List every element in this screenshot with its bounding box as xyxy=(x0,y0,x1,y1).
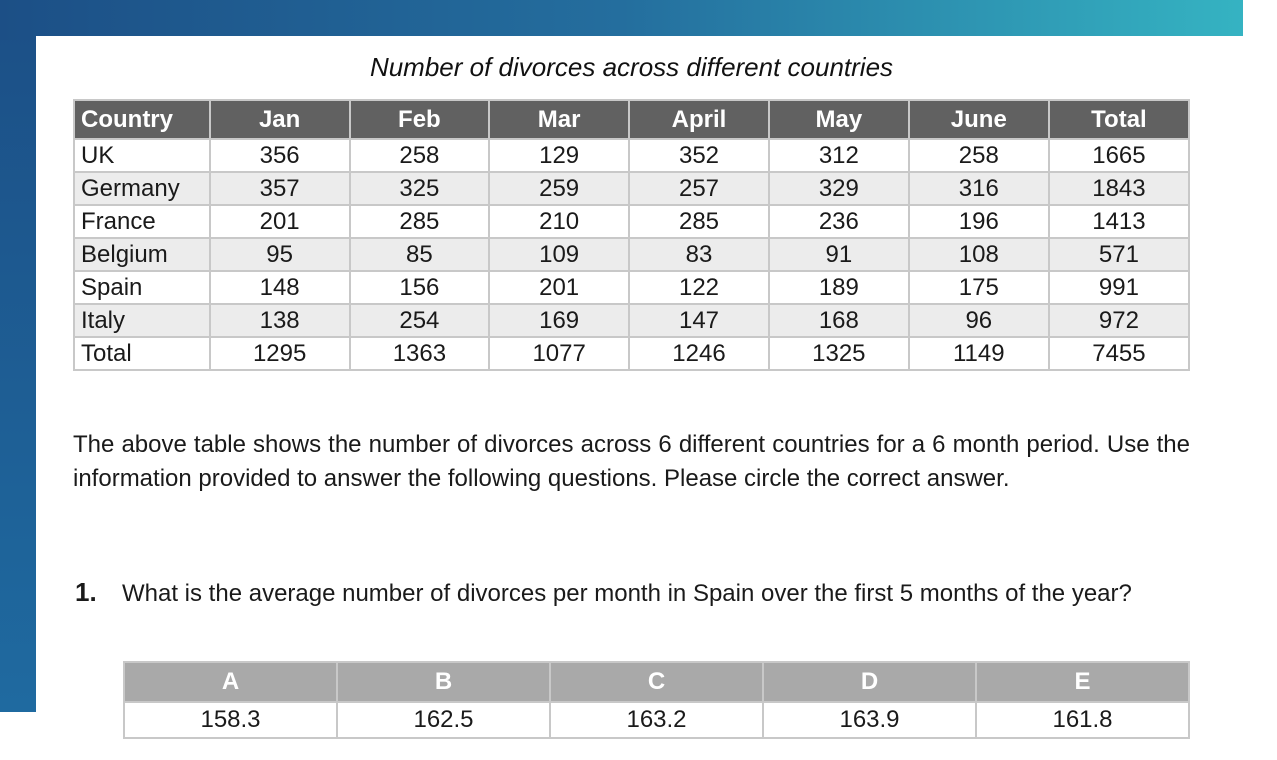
cell: 236 xyxy=(767,204,910,239)
cell: 259 xyxy=(488,171,631,206)
cell: 95 xyxy=(208,237,351,272)
row-label: France xyxy=(73,204,211,239)
column-header: Feb xyxy=(348,99,491,140)
cell: 329 xyxy=(767,171,910,206)
row-label: Total xyxy=(73,336,211,371)
cell: 258 xyxy=(348,138,491,173)
cell: 316 xyxy=(907,171,1050,206)
column-header: Mar xyxy=(488,99,631,140)
cell: 356 xyxy=(208,138,351,173)
table-row: Total 1295 1363 1077 1246 1325 1149 7455 xyxy=(73,336,1191,371)
table-row: Germany 357 325 259 257 329 316 1843 xyxy=(73,171,1191,206)
table-row: UK 356 258 129 352 312 258 1665 xyxy=(73,138,1191,173)
background-band xyxy=(0,0,1243,40)
cell: 148 xyxy=(208,270,351,305)
cell: 1149 xyxy=(907,336,1050,371)
table-row: Belgium 95 85 109 83 91 108 571 xyxy=(73,237,1191,272)
row-label: Spain xyxy=(73,270,211,305)
cell: 122 xyxy=(628,270,770,305)
background-strip xyxy=(0,0,40,712)
cell: 1413 xyxy=(1047,204,1191,239)
column-header: June xyxy=(907,99,1050,140)
cell: 169 xyxy=(488,303,631,338)
cell: 109 xyxy=(488,237,631,272)
options-table: A B C D E 158.3 162.5 163.2 163.9 161.8 xyxy=(123,661,1190,739)
cell: 1325 xyxy=(767,336,910,371)
option-letter: C xyxy=(549,661,764,703)
cell: 257 xyxy=(628,171,770,206)
table-row: Spain 148 156 201 122 189 175 991 xyxy=(73,270,1191,305)
cell: 1246 xyxy=(628,336,770,371)
option-value[interactable]: 162.5 xyxy=(336,701,551,739)
instructions: The above table shows the number of divo… xyxy=(73,431,1190,492)
row-label: Italy xyxy=(73,303,211,338)
cell: 1665 xyxy=(1047,138,1191,173)
cell: 991 xyxy=(1047,270,1191,305)
cell: 1077 xyxy=(488,336,631,371)
option-value[interactable]: 161.8 xyxy=(975,701,1190,739)
cell: 1295 xyxy=(208,336,351,371)
option-value[interactable]: 163.9 xyxy=(762,701,977,739)
cell: 352 xyxy=(628,138,770,173)
cell: 138 xyxy=(208,303,351,338)
cell: 254 xyxy=(348,303,491,338)
cell: 129 xyxy=(488,138,631,173)
cell: 972 xyxy=(1047,303,1191,338)
cell: 1843 xyxy=(1047,171,1191,206)
option-letter: E xyxy=(975,661,1190,703)
question-text: What is the average number of divorces p… xyxy=(122,580,1132,607)
cell: 168 xyxy=(767,303,910,338)
cell: 85 xyxy=(348,237,491,272)
column-header: Country xyxy=(73,99,211,140)
cell: 325 xyxy=(348,171,491,206)
cell: 96 xyxy=(907,303,1050,338)
cell: 201 xyxy=(488,270,631,305)
table-title: Number of divorces across different coun… xyxy=(369,52,894,82)
cell: 196 xyxy=(907,204,1050,239)
cell: 1363 xyxy=(348,336,491,371)
cell: 357 xyxy=(208,171,351,206)
cell: 83 xyxy=(628,237,770,272)
cell: 201 xyxy=(208,204,351,239)
cell: 210 xyxy=(488,204,631,239)
option-letter: D xyxy=(762,661,977,703)
option-values: 158.3 162.5 163.2 163.9 161.8 xyxy=(123,701,1190,739)
cell: 91 xyxy=(767,237,910,272)
column-header: Total xyxy=(1047,99,1191,140)
row-label: Germany xyxy=(73,171,211,206)
table-row: France 201 285 210 285 236 196 1413 xyxy=(73,204,1191,239)
cell: 285 xyxy=(628,204,770,239)
data-table: Country Jan Feb Mar April May June Total UK 356 25… xyxy=(73,99,1191,371)
column-header: April xyxy=(628,99,770,140)
cell: 156 xyxy=(348,270,491,305)
column-header: May xyxy=(767,99,910,140)
option-letter: B xyxy=(336,661,551,703)
row-label: UK xyxy=(73,138,211,173)
cell: 189 xyxy=(767,270,910,305)
cell: 571 xyxy=(1047,237,1191,272)
cell: 7455 xyxy=(1047,336,1191,371)
cell: 108 xyxy=(907,237,1050,272)
header-row: Country Jan Feb Mar April May June Total xyxy=(73,99,1191,140)
option-value[interactable]: 158.3 xyxy=(123,701,338,739)
option-letter: A xyxy=(123,661,338,703)
cell: 258 xyxy=(907,138,1050,173)
cell: 312 xyxy=(767,138,910,173)
table-row: Italy 138 254 169 147 168 96 972 xyxy=(73,303,1191,338)
row-label: Belgium xyxy=(73,237,211,272)
cell: 147 xyxy=(628,303,770,338)
cell: 285 xyxy=(348,204,491,239)
cell: 175 xyxy=(907,270,1050,305)
column-header: Jan xyxy=(208,99,351,140)
question-number: 1. xyxy=(75,577,97,607)
option-value[interactable]: 163.2 xyxy=(549,701,764,739)
